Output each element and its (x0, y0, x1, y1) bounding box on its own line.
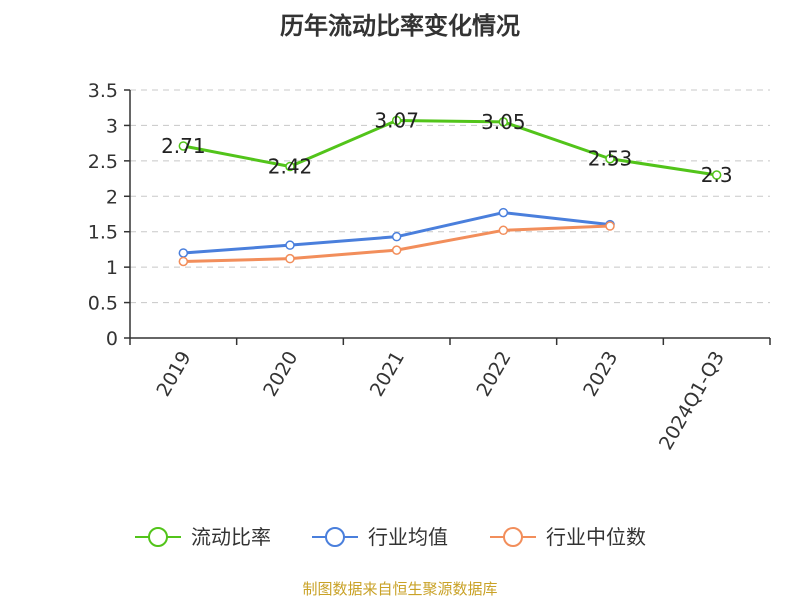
data-point (178, 248, 189, 258)
data-point (605, 153, 615, 164)
data-point (178, 141, 189, 151)
source-note: 制图数据来自恒生聚源数据库 (302, 580, 498, 598)
data-point (178, 256, 189, 267)
y-tick-label: 1.5 (88, 222, 118, 244)
data-label: 2.3 (701, 163, 733, 187)
chart-title: 历年流动比率变化情况 (280, 12, 520, 40)
data-point (605, 221, 615, 231)
y-tick-label: 3 (106, 115, 118, 137)
y-tick-label: 1 (106, 257, 118, 279)
series-line (183, 118, 717, 177)
legend-label: 流动比率 (191, 525, 271, 549)
data-label: 2.53 (588, 147, 633, 171)
y-tick-label: 2.5 (88, 151, 118, 173)
x-tick-label: 2024Q1-Q3 (655, 348, 729, 454)
legend-label: 行业均值 (368, 525, 448, 549)
data-point (285, 253, 295, 264)
data-point (285, 161, 295, 172)
x-tick-label: 2020 (259, 348, 302, 401)
data-point (391, 245, 402, 255)
data-label: 2.71 (161, 134, 206, 158)
data-label: 3.07 (374, 108, 419, 132)
data-point (391, 231, 402, 242)
legend-label: 行业中位数 (546, 525, 646, 549)
legend[interactable]: 流动比率 行业均值 行业中位数 (135, 525, 646, 549)
data-labels: 2.71 2.42 3.07 3.05 2.53 2.3 (161, 108, 733, 187)
data-label: 3.05 (481, 110, 526, 134)
data-point (498, 225, 509, 236)
legend-swatch-marker (148, 527, 168, 547)
x-tick-label: 2021 (366, 348, 409, 401)
x-tick-label: 2022 (472, 348, 515, 401)
legend-item[interactable]: 行业均值 (312, 525, 448, 549)
y-tick-label: 0.5 (88, 293, 118, 315)
x-tick-label: 2023 (579, 348, 622, 401)
legend-swatch-marker (325, 527, 345, 547)
y-tick-label: 2 (106, 186, 118, 208)
data-point (391, 115, 402, 126)
x-tick-label: 2019 (152, 348, 195, 401)
legend-swatch-marker (503, 527, 523, 547)
data-point (711, 170, 722, 180)
y-tick-label: 3.5 (88, 80, 118, 102)
series-lines (178, 115, 722, 267)
y-tick-label: 0 (106, 328, 118, 350)
legend-item[interactable]: 流动比率 (135, 525, 271, 549)
data-label: 2.42 (268, 155, 313, 179)
data-point (498, 207, 509, 218)
legend-item[interactable]: 行业中位数 (490, 525, 646, 549)
data-point (285, 240, 295, 250)
data-point (498, 117, 509, 127)
grid-lines (130, 89, 770, 304)
